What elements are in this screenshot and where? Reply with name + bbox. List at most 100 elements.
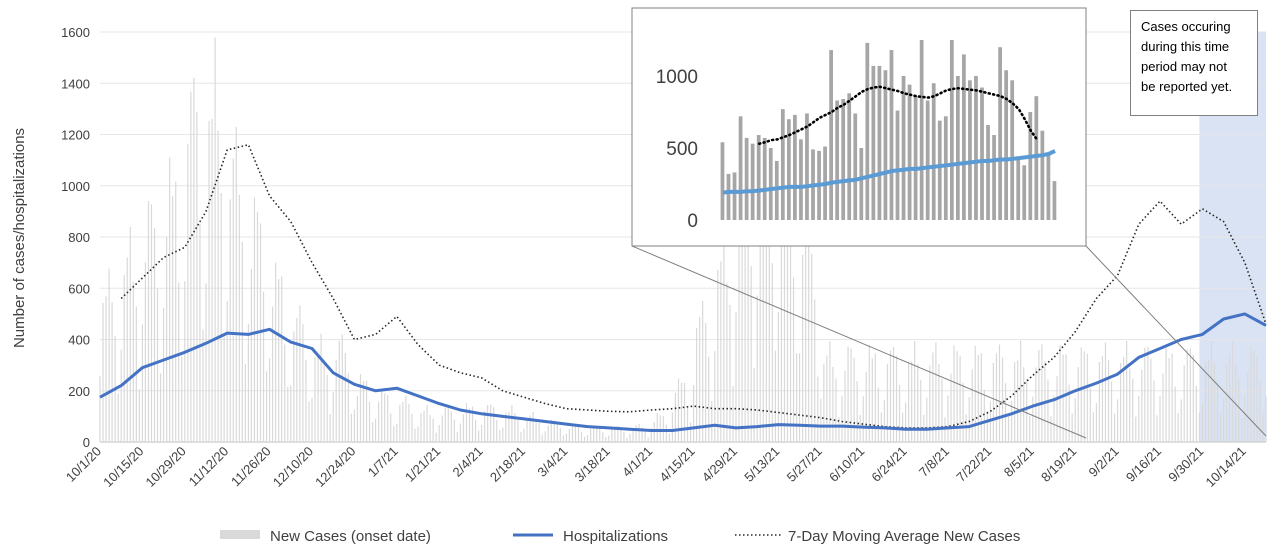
x-tick-label: 3/18/21 [572,444,613,485]
inset-case-bar [968,80,972,220]
inset-case-bar [1046,153,1051,220]
case-bar [974,345,976,442]
case-bar [450,411,452,442]
x-tick-label: 10/29/20 [143,444,189,490]
inset-case-bar [1028,112,1033,220]
legend-label: New Cases (onset date) [270,528,431,545]
case-bar [474,419,477,442]
case-bar [141,324,143,442]
case-bar [281,276,283,442]
case-bar [768,162,770,443]
case-bar [393,426,395,442]
case-bar [163,307,165,442]
case-bar [202,329,204,442]
case-bar [1210,341,1213,442]
case-bar [762,134,764,443]
case-bar [808,208,810,442]
case-bar [1038,349,1040,442]
case-bar [408,403,410,442]
case-bar [223,333,225,442]
case-bar [432,418,434,442]
case-bar [247,324,249,442]
case-bar [738,233,740,442]
case-bar [344,353,346,442]
inset-case-bar [889,50,894,220]
case-bar [1189,348,1191,442]
case-bar [947,395,949,442]
inset-case-bar [1022,165,1027,220]
case-bar [541,434,543,442]
x-axis-ticks: 10/1/2010/15/2010/29/2011/12/2011/26/201… [63,444,1249,490]
x-tick-label: 7/8/21 [916,444,952,480]
y-tick-label: 400 [68,333,90,348]
inset-case-bar [931,83,936,220]
case-bar [205,283,207,442]
case-bar [874,353,876,442]
case-bar [753,367,755,442]
case-bar [338,340,340,442]
case-bar [932,352,934,442]
case-bar [680,382,683,442]
case-bar [956,351,958,442]
case-bar [1007,413,1010,442]
case-bar [468,408,471,442]
case-bar [359,374,362,442]
inset-case-bar [871,65,876,220]
x-tick-label: 5/13/21 [741,444,782,485]
inset-case-bar [980,87,984,221]
case-bar [217,130,219,442]
case-bar [908,361,910,442]
connector-line [1085,245,1267,437]
case-bar [308,401,310,442]
case-bar [992,362,995,442]
x-tick-label: 9/16/21 [1123,444,1164,485]
case-bar [1020,340,1022,442]
case-bar [623,431,625,442]
case-bar [471,406,474,442]
case-bar [638,423,640,442]
case-bar [199,223,201,442]
case-bar [529,415,531,442]
case-bar [717,269,719,442]
case-bar [1244,395,1246,442]
case-bar [553,420,555,442]
case-bar [859,414,861,442]
case-bar [668,433,670,442]
inset-case-bar [919,40,924,220]
inset-y-tick-label: 500 [666,139,698,160]
inset-case-bar [859,148,864,220]
case-bar [1216,380,1219,442]
case-bar [1168,357,1170,442]
y-tick-label: 1000 [61,179,90,194]
case-bar [1207,359,1210,442]
case-bar [689,422,692,442]
case-bar [783,160,786,442]
case-bar [238,194,240,442]
x-tick-label: 4/29/21 [699,444,740,485]
case-bar [1101,356,1104,442]
case-bar [226,301,228,442]
case-bar [611,429,613,442]
case-bar [641,427,643,442]
case-bar [526,418,528,442]
case-bar [659,415,661,442]
y-tick-label: 0 [83,435,90,450]
case-bar [356,395,359,442]
case-bar [275,262,277,442]
case-bar [1080,347,1082,442]
inset-case-bar [907,84,912,220]
inset-case-bar [720,142,725,220]
case-bar [1074,398,1076,442]
case-bar [817,376,819,442]
case-bar [1238,378,1240,442]
case-bar [535,419,537,442]
inset-case-bar [901,76,906,220]
inset-case-bar [726,173,731,220]
legend-swatch-new-cases [220,530,260,539]
case-bar [441,415,443,442]
case-bar [744,168,746,442]
case-bar [856,381,858,442]
case-bar [696,327,698,442]
case-bar [435,432,437,442]
x-tick-label: 5/27/21 [784,444,825,485]
